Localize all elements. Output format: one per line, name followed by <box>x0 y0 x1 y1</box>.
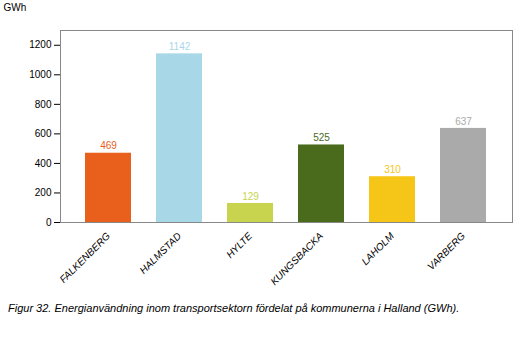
svg-text:HYLTE: HYLTE <box>224 230 254 260</box>
svg-text:1000: 1000 <box>29 69 52 80</box>
svg-text:600: 600 <box>35 128 52 139</box>
svg-text:200: 200 <box>35 187 52 198</box>
html-text:Figur 32. Energianvändning ino: Figur 32. Energianvändning inom transpor… <box>8 302 460 314</box>
svg-text:525: 525 <box>313 132 330 143</box>
svg-text:1142: 1142 <box>169 41 191 52</box>
svg-text:GWh: GWh <box>4 2 27 13</box>
svg-text:1200: 1200 <box>29 39 52 50</box>
svg-text:LAHOLM: LAHOLM <box>359 230 396 267</box>
svg-text:800: 800 <box>35 99 52 110</box>
svg-text:0: 0 <box>46 217 52 228</box>
svg-text:310: 310 <box>384 164 401 175</box>
svg-text:469: 469 <box>100 140 117 151</box>
svg-text:HALMSTAD: HALMSTAD <box>137 230 183 276</box>
svg-text:129: 129 <box>242 191 259 202</box>
svg-text:VARBERG: VARBERG <box>425 230 467 272</box>
svg-text:FALKENBERG: FALKENBERG <box>57 230 112 285</box>
svg-text:400: 400 <box>35 158 52 169</box>
svg-text:637: 637 <box>455 116 472 127</box>
svg-text:KUNGSBACKA: KUNGSBACKA <box>268 230 325 287</box>
